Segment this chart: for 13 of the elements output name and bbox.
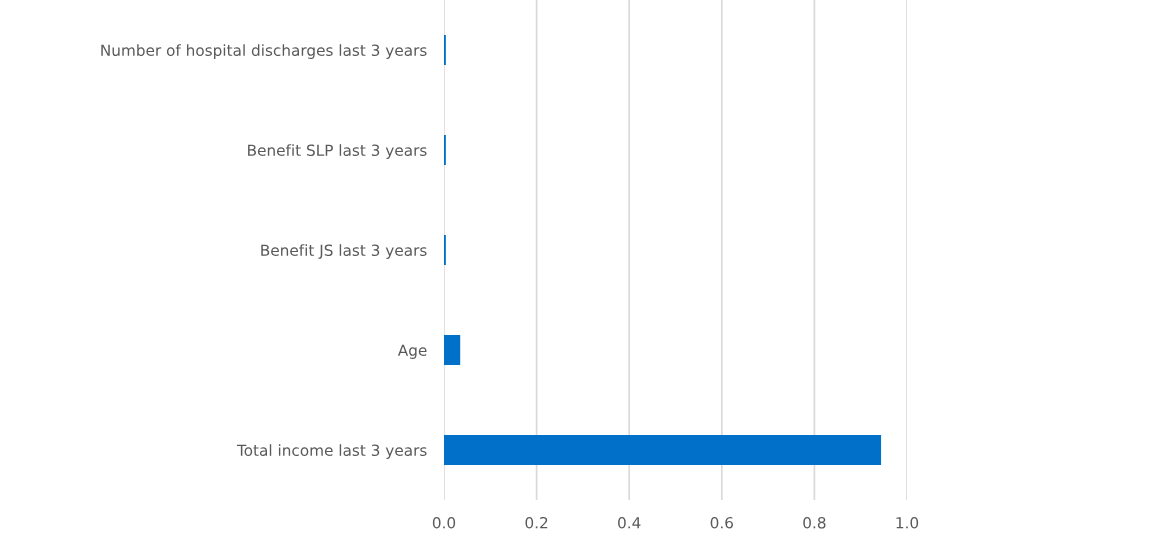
y-tick-label: Age: [397, 344, 427, 359]
x-tick-label: 0.8: [803, 516, 826, 529]
bar: [444, 335, 461, 365]
y-tick-label: Benefit SLP last 3 years: [248, 144, 427, 159]
y-tick-label: Total income last 3 years: [236, 444, 427, 459]
bar: [444, 435, 882, 465]
x-tick-label: 0.6: [710, 516, 733, 529]
y-tick-label: Number of hospital discharges last 3 years: [101, 44, 427, 59]
y-tick-label: Benefit JS last 3 years: [261, 244, 427, 259]
x-tick-label: 1.0: [896, 516, 919, 529]
x-tick-label: 0.0: [432, 516, 456, 529]
x-tick-label: 0.4: [618, 516, 641, 529]
x-tick-label: 0.2: [525, 516, 548, 529]
